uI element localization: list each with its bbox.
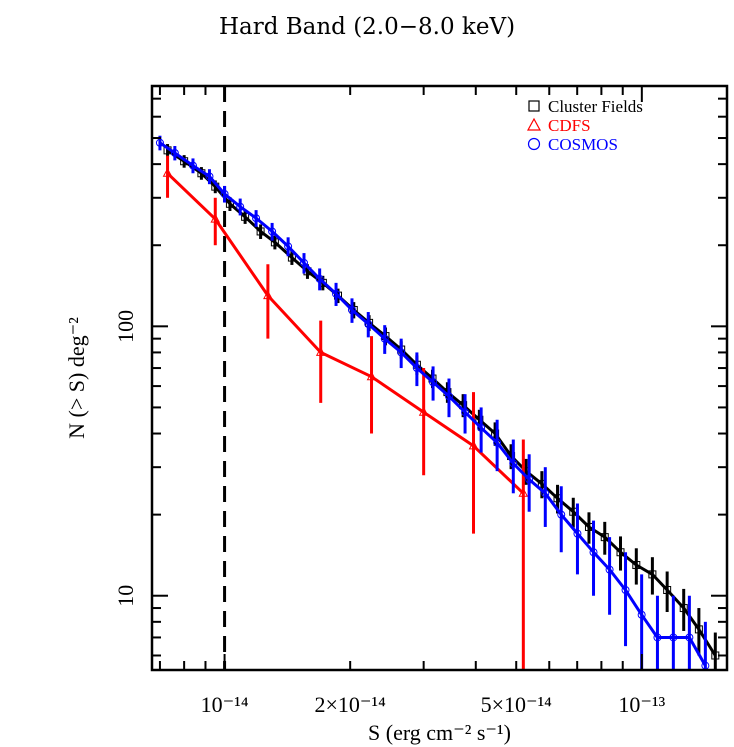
series-line: [166, 172, 525, 495]
data-point: [366, 371, 377, 381]
data-point: [252, 214, 261, 223]
data-point: [477, 423, 486, 432]
data-point: [333, 291, 342, 300]
data-point: [284, 242, 293, 251]
data-point: [589, 548, 598, 557]
data-point: [518, 487, 529, 497]
data-point: [236, 202, 245, 211]
data-point: [632, 561, 641, 570]
data-point: [637, 610, 646, 619]
data-point: [347, 305, 356, 314]
data-point: [263, 290, 273, 300]
data-point: [268, 227, 277, 236]
data-point: [315, 274, 324, 283]
plot-frame: [150, 84, 729, 672]
data-point: [380, 334, 389, 343]
data-point: [461, 408, 470, 417]
x-tick-label: 10⁻¹³: [618, 692, 665, 717]
data-point: [225, 199, 234, 208]
legend-label: Cluster Fields: [548, 97, 643, 116]
data-point: [685, 633, 694, 642]
data-point: [663, 586, 672, 595]
data-point: [493, 438, 502, 447]
data-point: [679, 604, 688, 613]
data-point: [256, 227, 265, 236]
legend-label: CDFS: [548, 116, 591, 135]
legend-marker: [528, 100, 540, 112]
data-point: [287, 253, 296, 262]
series-layer: [155, 86, 720, 670]
series-cosmos: [155, 135, 710, 670]
data-point: [573, 529, 582, 538]
data-group: [155, 86, 720, 670]
x-tick-label: 2×10⁻¹⁴: [315, 692, 387, 717]
data-point: [170, 148, 179, 157]
data-point: [315, 346, 326, 356]
series-line: [166, 149, 717, 657]
data-point: [541, 489, 550, 498]
data-point: [155, 138, 164, 147]
data-point: [188, 161, 197, 170]
x-tick-label: 10⁻¹⁴: [201, 692, 249, 717]
data-point: [412, 364, 421, 373]
data-point: [418, 406, 429, 416]
data-point: [397, 348, 406, 357]
legend-label: COSMOS: [548, 135, 618, 154]
chart-title: Hard Band (2.0−8.0 keV): [218, 14, 516, 40]
data-point: [694, 625, 703, 634]
data-point: [241, 212, 250, 221]
data-point: [299, 258, 308, 267]
data-point: [621, 586, 630, 595]
series-cluster-fields: [163, 144, 720, 670]
data-point: [210, 213, 221, 223]
y-axis-title: N (> S) deg⁻²: [64, 317, 89, 439]
data-point: [509, 459, 518, 468]
y-tick-label: 10: [113, 585, 138, 607]
legend-marker: [527, 137, 541, 151]
data-point: [444, 392, 453, 401]
data-point: [605, 565, 614, 574]
data-point: [270, 238, 279, 247]
data-point: [332, 289, 341, 298]
data-point: [557, 510, 566, 519]
data-point: [364, 320, 373, 329]
y-tick-label: 100: [113, 310, 138, 343]
data-point: [162, 167, 173, 177]
data-point: [648, 570, 657, 579]
data-point: [475, 415, 484, 424]
data-point: [468, 440, 479, 450]
series-cdfs: [162, 155, 529, 670]
series-line: [159, 141, 707, 667]
data-point: [429, 378, 438, 387]
data-point: [220, 189, 229, 198]
data-point: [669, 633, 678, 642]
data-point: [616, 548, 625, 557]
data-point: [525, 475, 534, 484]
tick-layer: 10⁻¹⁴ 2×10⁻¹⁴ 5×10⁻¹⁴ 10⁻¹³ 10 100: [113, 86, 727, 717]
data-point: [205, 172, 214, 181]
legend-marker: [526, 117, 542, 131]
data-point: [653, 633, 662, 642]
x-axis-title: S (erg cm⁻² s⁻¹): [368, 720, 511, 745]
x-tick-label: 5×10⁻¹⁴: [481, 692, 553, 717]
